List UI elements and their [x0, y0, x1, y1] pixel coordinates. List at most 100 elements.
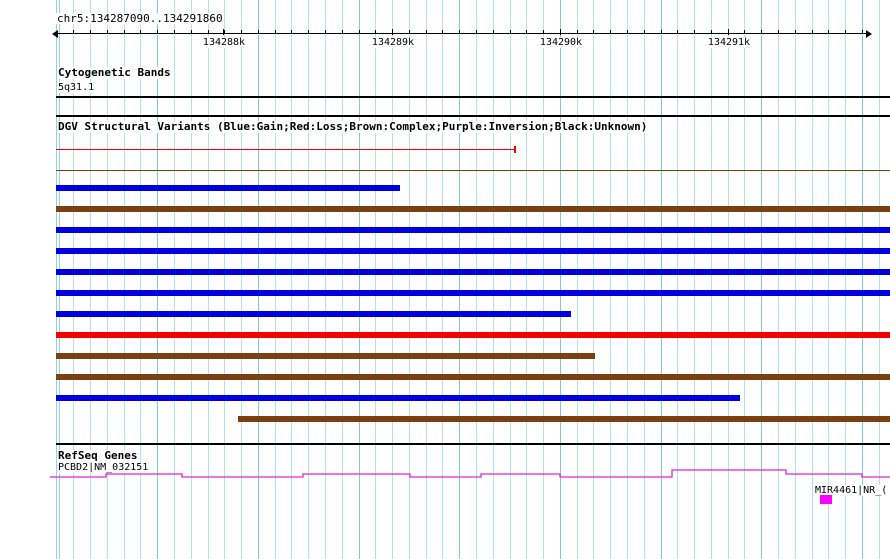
ruler-tick-label-2: 134290k: [530, 37, 592, 48]
ruler-tick-label-1: 134289k: [362, 37, 424, 48]
variant-bar-13[interactable]: [238, 416, 890, 422]
ruler-tick-15: [308, 30, 309, 34]
gridline-31: [577, 0, 578, 559]
ruler-tick-8: [191, 30, 192, 34]
gridline-43: [778, 0, 779, 559]
gridline-35: [644, 0, 645, 559]
gridline-37: [677, 0, 678, 559]
ruler-tick-17: [342, 30, 343, 34]
gridline-28: [526, 0, 527, 559]
ruler-tick-22: [426, 30, 427, 34]
gene-label-pcbd2[interactable]: PCBD2|NM_032151: [57, 462, 150, 473]
gene-feature-mir4461-box[interactable]: [820, 495, 832, 504]
variant-bar-1[interactable]: [56, 170, 890, 171]
ruler-tick-26: [493, 30, 494, 34]
variant-bar-4[interactable]: [56, 227, 890, 233]
locus-label: chr5:134287090..134291860: [56, 12, 224, 25]
track-title-refseq-genes: RefSeq Genes: [57, 449, 139, 462]
ruler-tick-19: [375, 30, 376, 34]
ruler-tick-25: [476, 30, 477, 34]
ruler-major-tick-3: [728, 29, 729, 35]
gridline-40: [728, 0, 729, 559]
ruler-tick-16: [325, 30, 326, 34]
gridline-47: [845, 0, 846, 559]
ruler-tick-label-3: 134291k: [698, 37, 760, 48]
variant-bar-8[interactable]: [56, 311, 571, 317]
cytoband-label-0[interactable]: 5q31.1: [57, 82, 96, 93]
ruler-tick-29: [543, 30, 544, 34]
ruler-tick-1: [73, 30, 74, 34]
gridline-17: [342, 0, 343, 559]
arrow-left-icon[interactable]: [52, 30, 58, 38]
variant-bar-12[interactable]: [56, 395, 740, 401]
ruler-tick-32: [593, 30, 594, 34]
gridline-46: [828, 0, 829, 559]
variant-bar-7[interactable]: [56, 290, 890, 296]
ruler-tick-31: [577, 30, 578, 34]
variant-bar-2[interactable]: [56, 185, 400, 191]
gridline-edge-1: [59, 0, 60, 559]
gridline-48: [862, 0, 863, 559]
gridline-23: [442, 0, 443, 559]
gridline-12: [258, 0, 259, 559]
gridline-18: [359, 0, 360, 559]
ruler-tick-7: [174, 30, 175, 34]
variant-bar-6[interactable]: [56, 269, 890, 275]
arrow-right-icon[interactable]: [866, 30, 872, 38]
ruler-tick-44: [795, 30, 796, 34]
gridline-15: [308, 0, 309, 559]
track-title-cytogenetic-bands: Cytogenetic Bands: [57, 66, 172, 79]
gridline-7: [174, 0, 175, 559]
gridline-45: [812, 0, 813, 559]
track-separator-refseq: [56, 443, 890, 445]
variant-bar-11[interactable]: [56, 374, 890, 380]
ruler-tick-9: [208, 30, 209, 34]
ruler-tick-43: [778, 30, 779, 34]
ruler-tick-36: [661, 30, 662, 34]
ruler-tick-38: [694, 30, 695, 34]
gridline-8: [191, 0, 192, 559]
variant-bar-5[interactable]: [56, 248, 890, 254]
gridline-10: [224, 0, 225, 559]
ruler-tick-42: [761, 30, 762, 34]
variant-bar-10[interactable]: [56, 353, 595, 359]
gridline-16: [325, 0, 326, 559]
ruler-major-tick-0: [223, 29, 224, 35]
variant-bar-0[interactable]: [56, 149, 516, 150]
gridline-11: [241, 0, 242, 559]
variant-endcap-0: [514, 146, 516, 153]
gridline-edge-0: [56, 0, 57, 559]
gridline-36: [661, 0, 662, 559]
gridline-1: [73, 0, 74, 559]
ruler-tick-37: [677, 30, 678, 34]
gridline-9: [208, 0, 209, 559]
gridline-5: [140, 0, 141, 559]
gridline-4: [124, 0, 125, 559]
gridline-30: [560, 0, 561, 559]
ruler-tick-24: [459, 30, 460, 34]
gridline-29: [543, 0, 544, 559]
ruler-tick-21: [409, 30, 410, 34]
gridline-13: [275, 0, 276, 559]
gridline-22: [426, 0, 427, 559]
gene-model-pcbd2[interactable]: [0, 455, 890, 485]
ruler-tick-11: [241, 30, 242, 34]
gridline-21: [409, 0, 410, 559]
ruler-tick-33: [610, 30, 611, 34]
variant-bar-3[interactable]: [56, 206, 890, 212]
gridline-39: [711, 0, 712, 559]
ruler-tick-27: [510, 30, 511, 34]
gene-label-mir4461[interactable]: MIR4461|NR_(: [814, 485, 889, 496]
ruler-tick-39: [711, 30, 712, 34]
ruler-tick-12: [258, 30, 259, 34]
gridline-25: [476, 0, 477, 559]
ruler-tick-13: [275, 30, 276, 34]
track-separator-dgv: [56, 115, 890, 117]
ruler-tick-47: [845, 30, 846, 34]
track-title-dgv: DGV Structural Variants (Blue:Gain;Red:L…: [57, 120, 649, 133]
ruler-tick-34: [627, 30, 628, 34]
gridline-42: [761, 0, 762, 559]
variant-bar-9[interactable]: [56, 332, 890, 338]
